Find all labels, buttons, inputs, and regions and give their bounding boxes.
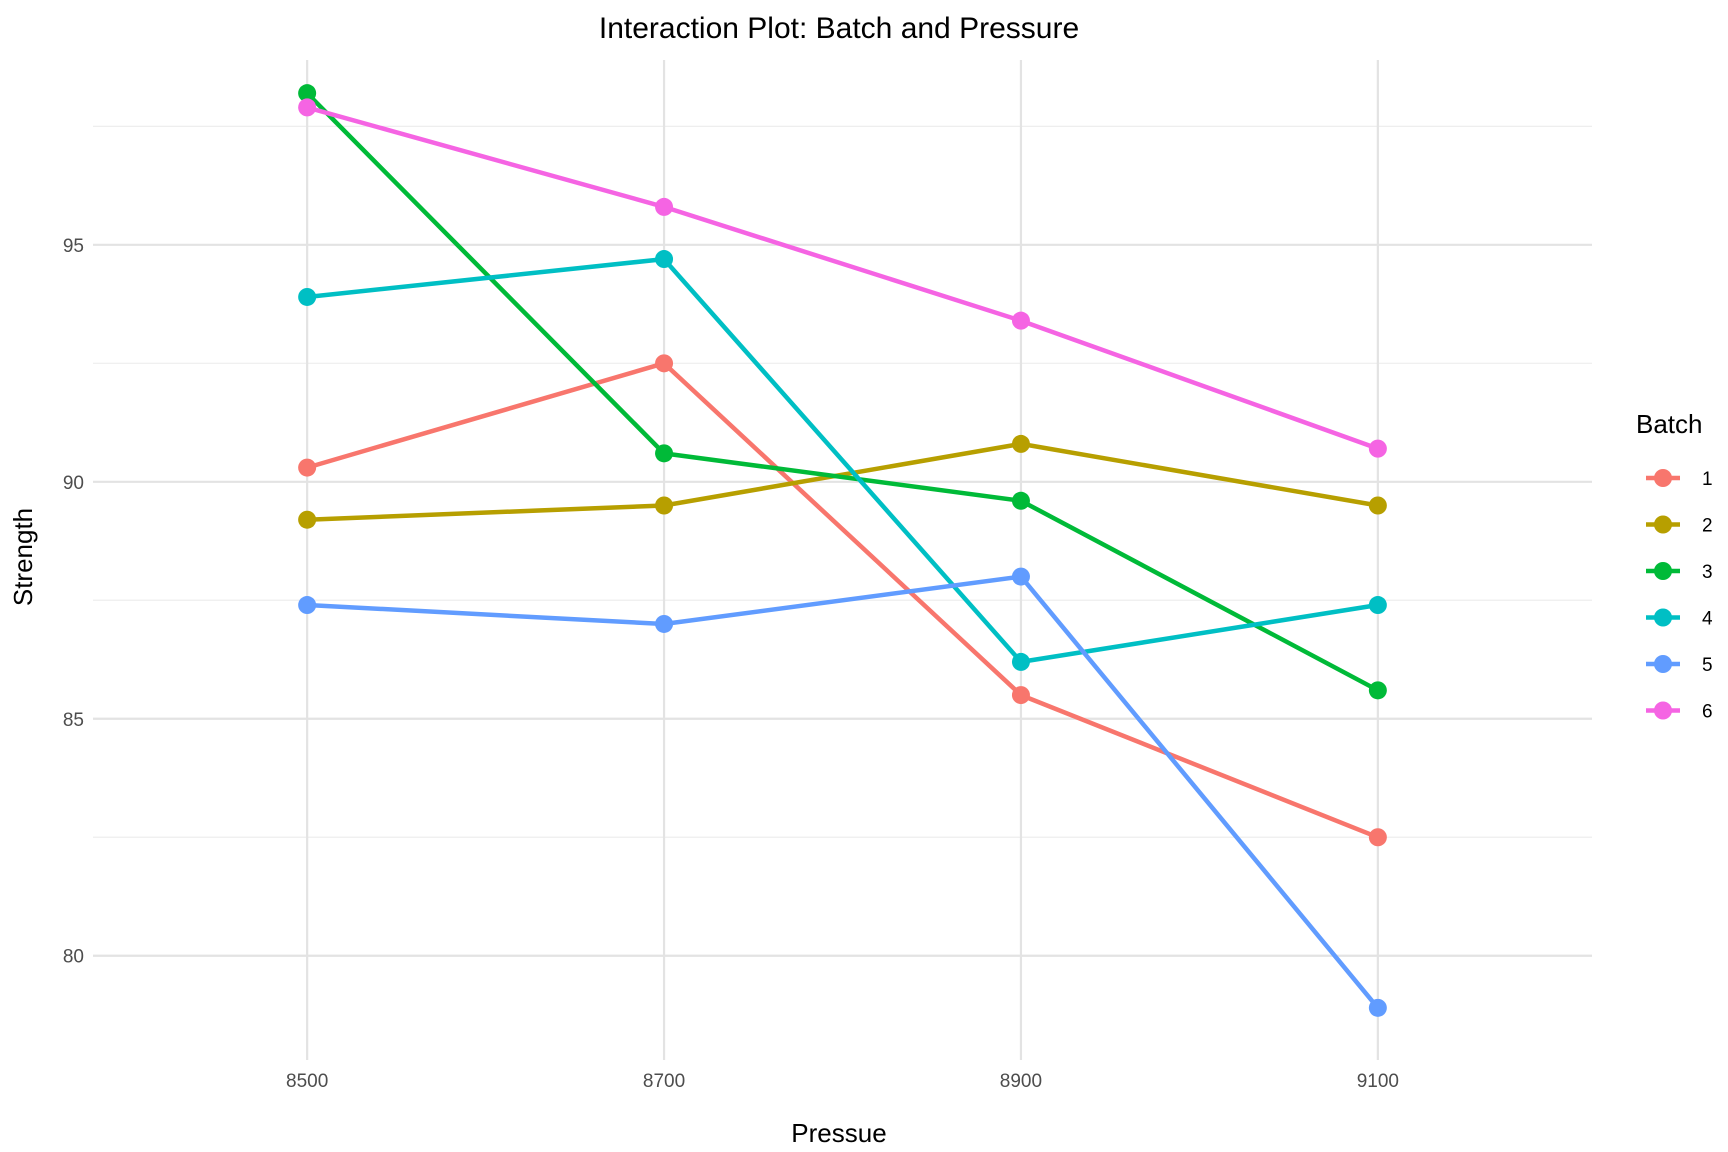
legend-key-point [1654,701,1672,720]
legend-item-3: 3 [1646,562,1713,583]
x-tick-label: 8700 [643,1071,685,1092]
series-3 [298,84,1387,700]
y-axis-title: Strength [8,508,38,606]
legend-item-2: 2 [1646,515,1713,537]
legend-item-4: 4 [1646,608,1713,630]
series-line [306,105,1379,451]
series-5 [298,567,1387,1017]
data-point [655,250,674,269]
y-tick-label: 80 [63,947,84,968]
legend-key-point [1654,562,1672,580]
legend-label: 3 [1702,562,1713,583]
x-tick-label: 8500 [286,1071,328,1092]
series-layer [298,84,1387,1017]
data-point [1011,686,1030,705]
legend-label: 1 [1702,469,1713,490]
series-1 [298,354,1387,847]
y-tick-label: 90 [63,473,84,494]
data-point [298,596,317,615]
series-4 [298,250,1387,671]
legend: Batch 1 2 3 4 5 6 [1636,409,1713,723]
data-point [298,510,317,529]
legend-key-point [1654,608,1672,627]
series-6 [298,98,1387,458]
legend-label: 4 [1702,609,1713,630]
data-point [1368,998,1387,1017]
y-tick-label: 95 [63,236,84,257]
series-line [307,441,1379,522]
data-point [298,287,317,306]
data-point [298,84,317,103]
legend-key-point [1654,515,1672,534]
data-point [655,496,674,515]
legend-title: Batch [1636,409,1703,439]
data-point [1011,652,1030,671]
series-line [306,361,1379,840]
data-point [1368,439,1387,458]
data-point [1368,681,1387,700]
data-point [655,444,674,463]
x-tick-label: 8900 [1000,1071,1042,1092]
data-point [1368,596,1387,615]
data-point [1011,311,1030,330]
legend-item-1: 1 [1646,469,1713,490]
data-point [1368,828,1387,847]
legend-label: 6 [1702,702,1713,723]
chart-title: Interaction Plot: Batch and Pressure [599,12,1079,45]
legend-item-6: 6 [1646,701,1713,723]
legend-key-point [1654,469,1672,487]
series-line [306,574,1380,1010]
legend-label: 2 [1702,516,1713,537]
data-point [655,614,674,633]
data-point [1011,491,1030,510]
x-axis-ticks: 8500 8700 8900 9100 [286,1071,1399,1092]
data-point [298,458,317,477]
legend-label: 5 [1702,655,1713,676]
series-2 [298,434,1387,529]
data-point [655,354,674,373]
data-point [298,98,317,117]
x-axis-title: Pressue [791,1118,886,1148]
series-line [306,256,1379,665]
y-axis-ticks: 80 85 90 95 [63,236,84,968]
legend-key-point [1654,655,1672,673]
data-point [655,197,674,216]
series-line [305,91,1379,693]
data-point [1011,567,1030,586]
plot-grid [93,60,1592,1060]
legend-item-5: 5 [1646,655,1713,676]
data-point [1011,434,1030,453]
x-tick-label: 9100 [1357,1071,1399,1092]
y-tick-label: 85 [63,710,84,731]
data-point [1368,496,1387,515]
legend-items: 1 2 3 4 5 6 [1646,469,1713,723]
